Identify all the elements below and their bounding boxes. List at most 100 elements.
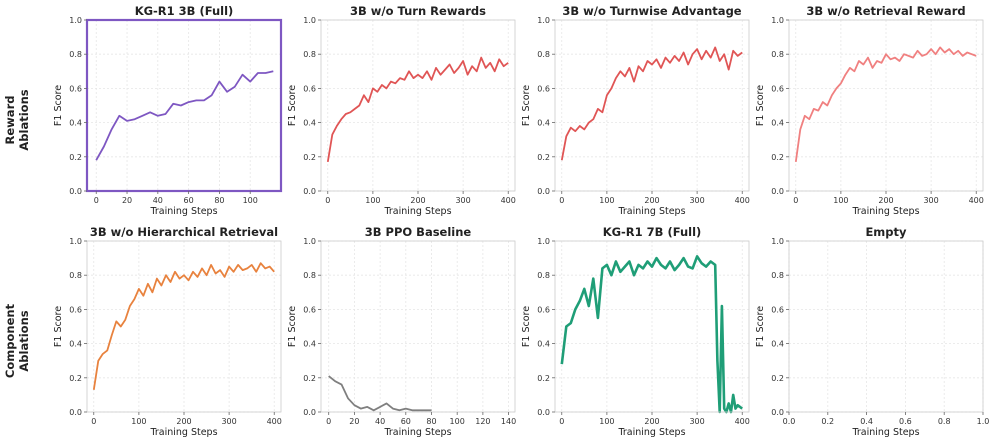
x-tick-label-3: 300 [221,417,236,426]
y-tick-label-0: 0.0 [771,408,784,417]
x-tick-label-0: 0 [91,417,96,426]
x-tick-label-1: 100 [365,196,380,205]
y-tick-label-0: 0.0 [537,187,550,196]
y-axis-label: F1 Score [755,306,766,347]
x-tick-label-2: 200 [644,417,659,426]
x-tick-label-2: 200 [878,196,893,205]
series-line-1 [326,56,509,163]
x-tick-label-4: 80 [214,196,224,205]
series-line-2 [560,46,743,161]
y-tick-label-5: 1.0 [69,237,82,246]
x-tick-label-4: 0.8 [938,417,951,426]
y-tick-label-4: 0.8 [303,271,316,280]
panel-title: 3B w/o Turn Rewards [350,4,486,18]
x-tick-label-0: 0 [94,196,99,205]
y-tick-label-3: 0.6 [537,84,550,93]
x-tick-label-3: 60 [184,196,194,205]
panel-frame-highlight [85,18,283,193]
x-axis-label: Training Steps [383,427,451,438]
x-tick-label-0: 0 [559,196,564,205]
x-tick-label-0: 0 [559,417,564,426]
x-tick-label-4: 400 [969,196,984,205]
x-tick-label-4: 80 [426,417,436,426]
y-tick-label-1: 0.2 [537,153,550,162]
y-tick-label-5: 1.0 [69,16,82,25]
x-tick-label-2: 0.4 [860,417,873,426]
panel-0: 0.0 0.2 0.4 0.6 0.8 1.0 0 20 40 60 80 100 KG-R1 3B (… [53,4,283,217]
y-tick-label-2: 0.4 [303,340,316,349]
series-line-3 [794,46,977,163]
y-tick-label-2: 0.4 [303,119,316,128]
x-tick-label-3: 300 [689,196,704,205]
y-tick-label-3: 0.6 [303,305,316,314]
x-tick-label-2: 40 [153,196,163,205]
y-tick-label-5: 1.0 [537,16,550,25]
y-tick-label-4: 0.8 [69,50,82,59]
y-tick-label-2: 0.4 [537,119,550,128]
y-tick-label-2: 0.4 [537,340,550,349]
series-line-6 [560,255,743,414]
row-label-component-line2: Ablations [17,310,31,371]
x-tick-label-3: 60 [401,417,411,426]
x-tick-label-1: 100 [599,417,614,426]
x-tick-label-5: 100 [243,196,258,205]
panel-5: 0.0 0.2 0.4 0.6 0.8 1.0 0 20 40 60 80 100 120 140 3B P… [287,225,516,438]
y-tick-label-0: 0.0 [537,408,550,417]
panel-title: KG-R1 3B (Full) [135,4,234,18]
y-axis-label: F1 Score [755,85,766,126]
x-axis-label: Training Steps [149,206,217,217]
x-tick-label-1: 20 [122,196,132,205]
y-tick-label-2: 0.4 [69,340,82,349]
panel-title: 3B PPO Baseline [365,225,472,239]
y-axis-label: F1 Score [521,85,532,126]
series-line-4 [92,262,275,390]
panel-frame [788,240,984,413]
y-tick-label-2: 0.4 [771,119,784,128]
x-tick-label-3: 0.6 [899,417,912,426]
x-axis-label: Training Steps [149,427,217,438]
x-tick-label-2: 200 [410,196,425,205]
x-tick-label-0: 0 [326,417,331,426]
x-tick-label-6: 120 [475,417,490,426]
panel-title: 3B w/o Retrieval Reward [806,4,965,18]
y-tick-label-4: 0.8 [537,271,550,280]
x-tick-label-5: 1.0 [977,417,990,426]
y-tick-label-3: 0.6 [69,305,82,314]
x-axis-label: Training Steps [851,206,919,217]
panel-4: 0.0 0.2 0.4 0.6 0.8 1.0 0 100 200 300 400 3B w/o Hi… [53,225,282,438]
y-axis-label: F1 Score [53,85,64,126]
x-tick-label-2: 40 [375,417,385,426]
y-tick-label-4: 0.8 [771,50,784,59]
x-tick-label-4: 400 [267,417,282,426]
y-tick-label-1: 0.2 [69,374,82,383]
y-tick-label-0: 0.0 [69,187,82,196]
y-tick-label-2: 0.4 [771,340,784,349]
row-label-reward-line1: Reward [3,96,17,145]
y-tick-label-3: 0.6 [69,84,82,93]
x-tick-label-0: 0.0 [783,417,796,426]
y-tick-label-1: 0.2 [771,153,784,162]
x-axis-label: Training Steps [383,206,451,217]
panel-title: KG-R1 7B (Full) [603,225,702,239]
x-tick-label-1: 100 [833,196,848,205]
x-tick-label-4: 400 [735,417,750,426]
y-tick-label-3: 0.6 [771,305,784,314]
y-tick-label-5: 1.0 [771,16,784,25]
x-tick-label-3: 300 [455,196,470,205]
y-axis-label: F1 Score [287,85,298,126]
x-axis-label: Training Steps [851,427,919,438]
y-tick-label-5: 1.0 [303,237,316,246]
x-tick-label-1: 0.2 [821,417,834,426]
x-tick-label-4: 400 [501,196,516,205]
y-tick-label-0: 0.0 [303,408,316,417]
x-tick-label-4: 400 [735,196,750,205]
y-axis-label: F1 Score [287,306,298,347]
x-tick-label-0: 0 [325,196,330,205]
panel-title: Empty [865,225,907,239]
y-tick-label-0: 0.0 [771,187,784,196]
x-tick-label-2: 200 [176,417,191,426]
panel-6: 0.0 0.2 0.4 0.6 0.8 1.0 0 100 200 300 400 KG-R1 7B … [521,225,750,438]
y-tick-label-3: 0.6 [303,84,316,93]
row-label-component-line1: Component [3,303,17,378]
